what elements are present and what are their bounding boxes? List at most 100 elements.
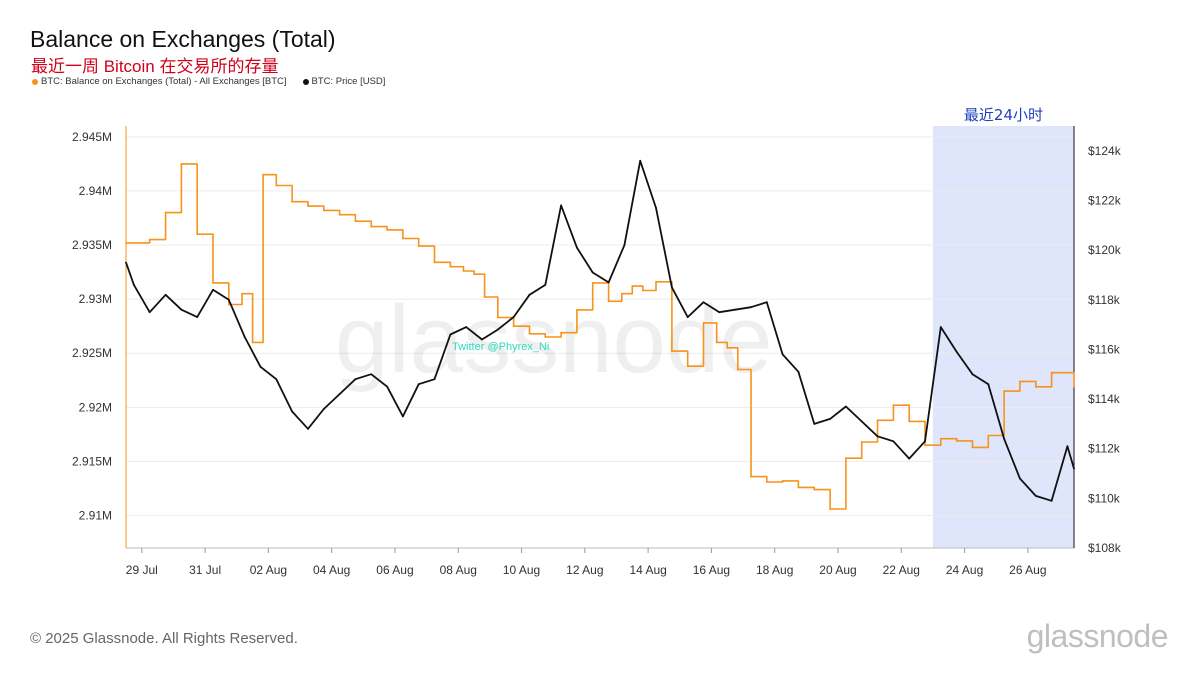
price-point	[180, 308, 183, 311]
price-point	[971, 373, 974, 376]
balance-point	[544, 336, 547, 338]
balance-point	[631, 285, 634, 288]
price-point	[386, 385, 388, 388]
balance-point	[924, 444, 926, 447]
x-tick-label: 26 Aug	[1009, 563, 1046, 577]
balance-point	[227, 303, 230, 306]
copyright-footer: © 2025 Glassnode. All Rights Reserved.	[30, 630, 298, 647]
legend-item-balance[interactable]: BTC: Balance on Exchanges (Total) - All …	[32, 76, 287, 87]
balance-point	[483, 296, 486, 298]
price-point	[765, 301, 768, 304]
y-right-tick-label: $110k	[1088, 491, 1121, 505]
balance-point	[908, 420, 911, 423]
balance-point	[987, 434, 990, 437]
chart-legend: BTC: Balance on Exchanges (Total) - All …	[32, 76, 385, 87]
y-right-tick-label: $112k	[1088, 442, 1121, 456]
price-point	[1073, 467, 1075, 470]
price-point	[639, 159, 642, 162]
price-point	[560, 204, 563, 207]
x-tick-label: 31 Jul	[189, 563, 221, 577]
y-left-tick-label: 2.92M	[79, 400, 112, 414]
balance-point	[1003, 390, 1006, 393]
balance-point	[1019, 380, 1021, 383]
price-point	[576, 246, 578, 249]
balance-point	[338, 213, 341, 216]
balance-point	[212, 281, 214, 284]
price-point	[1019, 477, 1021, 480]
x-tick-label: 22 Aug	[883, 563, 920, 577]
balance-point	[576, 309, 578, 311]
balance-point	[641, 289, 644, 292]
balance-point	[1050, 371, 1053, 374]
price-point	[291, 410, 294, 413]
balance-point	[449, 265, 452, 268]
balance-point	[797, 486, 800, 489]
balance-point	[726, 346, 729, 349]
balance-point	[702, 322, 705, 324]
price-point	[1050, 499, 1053, 502]
balance-point	[512, 325, 515, 328]
price-point	[449, 333, 452, 336]
balance-point	[417, 245, 420, 248]
balance-point	[591, 281, 594, 284]
balance-point	[939, 437, 942, 440]
price-point	[417, 383, 420, 386]
chart-title: Balance on Exchanges (Total)	[30, 26, 336, 52]
chart-credit-watermark: Twitter @Phyrex_Ni	[452, 341, 549, 353]
dot-icon	[302, 78, 309, 85]
price-point	[607, 281, 610, 284]
x-tick-label: 04 Aug	[313, 563, 350, 577]
balance-point	[1034, 385, 1037, 388]
balance-point	[736, 368, 739, 371]
balance-point	[892, 404, 895, 407]
price-point	[433, 378, 436, 381]
price-point	[670, 286, 673, 289]
price-point	[125, 261, 127, 264]
price-point	[1066, 445, 1069, 448]
price-point	[892, 440, 895, 443]
price-point	[1003, 437, 1006, 440]
price-point	[133, 283, 135, 286]
price-point	[939, 326, 942, 328]
price-point	[813, 422, 816, 425]
price-point	[465, 326, 468, 328]
chart-subtitle: 最近一周 Bitcoin 在交易所的存量	[31, 57, 279, 76]
balance-point	[164, 211, 167, 214]
balance-point	[655, 280, 657, 283]
price-point	[196, 316, 199, 319]
y-right-tick-label: $122k	[1088, 193, 1122, 207]
balance-point	[715, 341, 718, 344]
y-left-tick-label: 2.94M	[79, 184, 112, 198]
balance-point	[370, 225, 373, 228]
x-tick-label: 08 Aug	[440, 563, 477, 577]
x-tick-label: 12 Aug	[566, 563, 603, 577]
balance-point	[125, 241, 127, 244]
price-point	[844, 405, 847, 408]
price-point	[322, 408, 325, 410]
price-point	[1034, 494, 1037, 497]
price-point	[623, 244, 626, 247]
price-point	[655, 207, 657, 209]
y-right-tick-label: $114k	[1088, 392, 1121, 406]
balance-point	[955, 439, 958, 442]
balance-point	[275, 184, 278, 187]
legend-item-price[interactable]: BTC: Price [USD]	[302, 76, 385, 87]
price-series-line	[125, 159, 1075, 502]
price-point	[259, 365, 262, 368]
price-point	[401, 415, 404, 418]
x-tick-label: 20 Aug	[819, 563, 856, 577]
y-left-tick-label: 2.935M	[72, 238, 112, 252]
balance-point	[829, 508, 831, 510]
price-point	[148, 311, 151, 314]
price-point	[718, 311, 721, 314]
y-right-tick-label: $118k	[1088, 293, 1121, 307]
balance-point	[291, 200, 294, 203]
y-right-tick-label: $120k	[1088, 243, 1122, 257]
balance-point	[750, 475, 752, 478]
balance-point	[180, 162, 183, 165]
price-point	[307, 427, 309, 430]
price-point	[591, 271, 594, 274]
price-point	[829, 418, 831, 420]
price-point	[354, 378, 357, 381]
